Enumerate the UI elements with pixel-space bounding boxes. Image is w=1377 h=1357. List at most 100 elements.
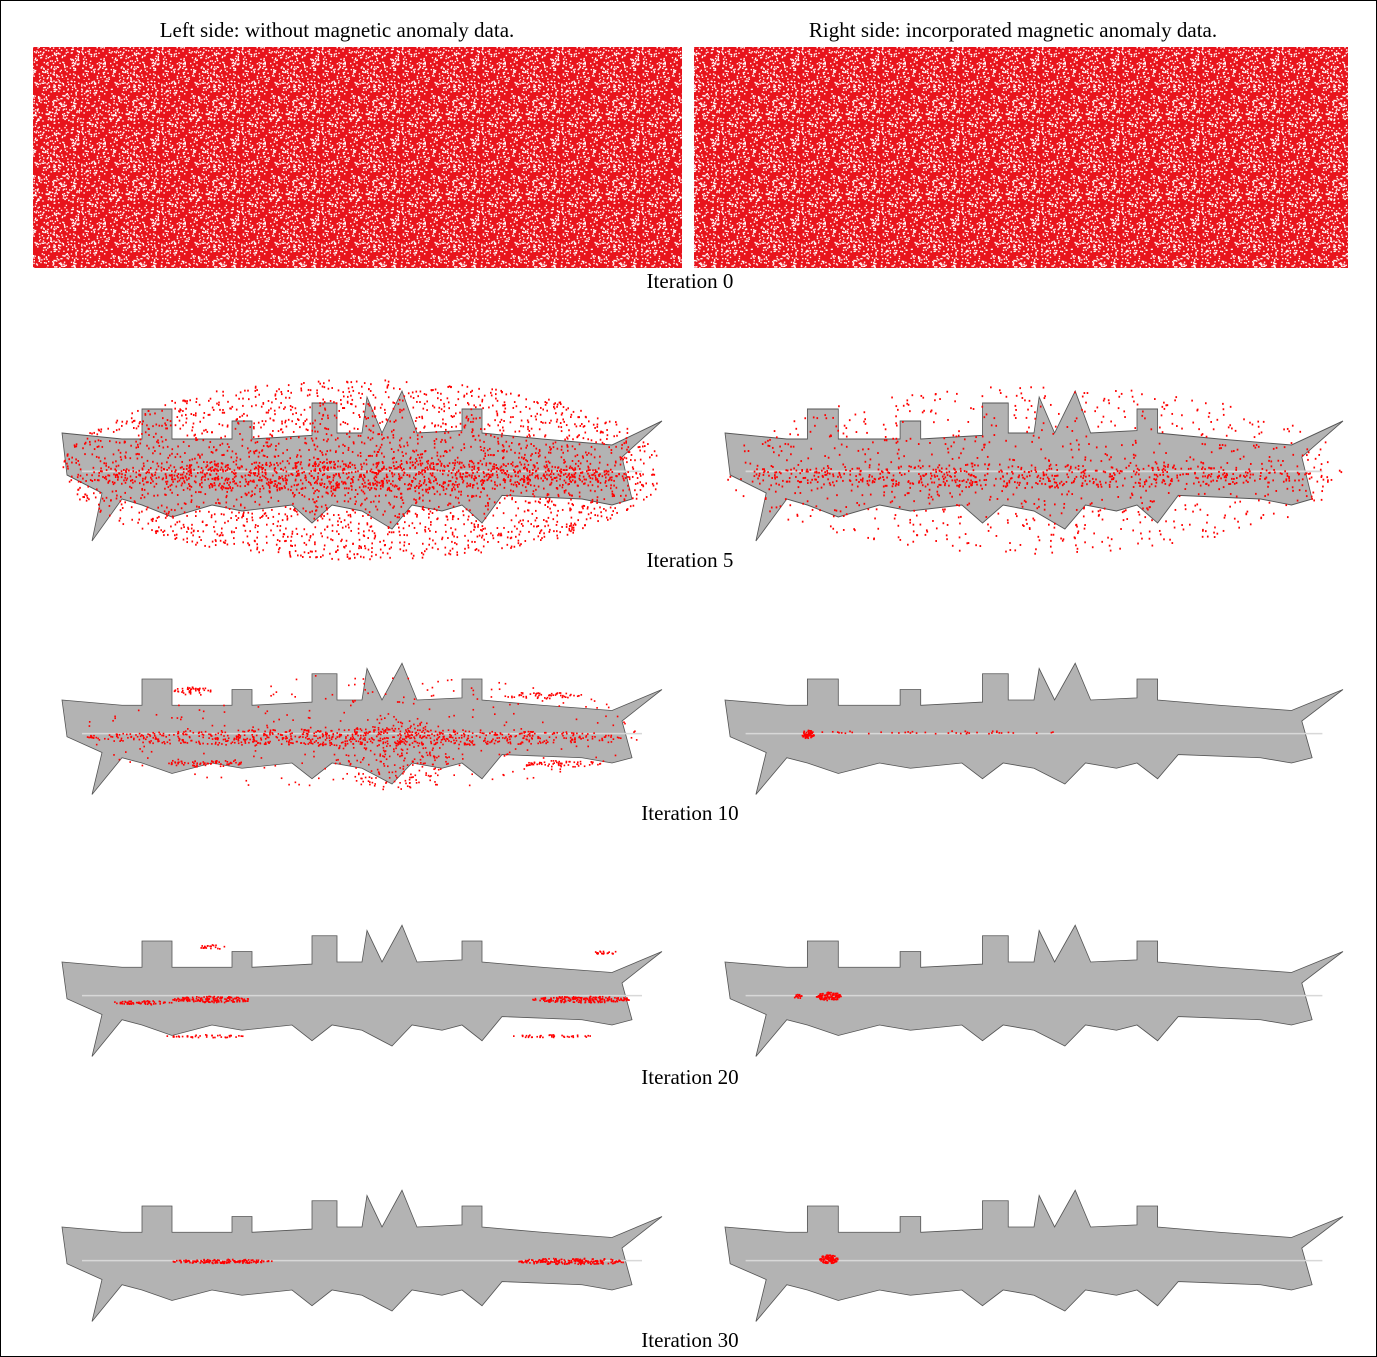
particle xyxy=(256,537,258,539)
particle xyxy=(535,510,537,512)
particle xyxy=(802,521,804,523)
particle xyxy=(277,539,279,541)
particle xyxy=(602,475,604,477)
particle xyxy=(1233,450,1235,452)
particle xyxy=(109,505,111,507)
particle xyxy=(1085,402,1087,404)
particle xyxy=(571,529,573,531)
particle xyxy=(495,398,497,400)
particle xyxy=(284,487,286,489)
particle xyxy=(203,439,205,441)
particle xyxy=(86,500,88,502)
particle xyxy=(441,463,443,465)
particle xyxy=(478,388,480,390)
particle xyxy=(1051,534,1053,536)
particle xyxy=(586,518,588,520)
particle xyxy=(588,420,590,422)
particle xyxy=(248,452,250,454)
particle xyxy=(834,447,836,449)
particle xyxy=(151,529,153,531)
particle xyxy=(1292,490,1294,492)
particle xyxy=(151,478,153,480)
particle xyxy=(338,410,340,412)
particle xyxy=(549,529,551,531)
particle xyxy=(354,464,356,466)
particle xyxy=(464,447,466,449)
particle xyxy=(508,531,510,533)
particle xyxy=(579,511,581,513)
particle xyxy=(973,408,975,410)
particle xyxy=(1176,425,1178,427)
particle xyxy=(475,439,477,441)
particle xyxy=(554,466,556,468)
particle xyxy=(339,517,341,519)
particle xyxy=(414,451,416,453)
particle xyxy=(865,461,867,463)
particle xyxy=(123,479,125,481)
particle xyxy=(277,464,279,466)
particle xyxy=(249,530,251,532)
particle xyxy=(225,465,227,467)
particle xyxy=(1228,426,1230,428)
particle xyxy=(548,517,550,519)
particle xyxy=(919,460,921,462)
particle xyxy=(497,476,499,478)
particle xyxy=(126,423,128,425)
particle xyxy=(161,470,163,472)
particle xyxy=(542,409,544,411)
particle xyxy=(491,480,493,482)
particle xyxy=(287,536,289,538)
particle xyxy=(630,459,632,461)
particle xyxy=(403,408,405,410)
particle xyxy=(549,446,551,448)
particle xyxy=(222,469,224,471)
particle xyxy=(248,474,250,476)
particle xyxy=(1307,459,1309,461)
particle xyxy=(344,487,346,489)
particle xyxy=(241,465,243,467)
particle xyxy=(557,521,559,523)
particle xyxy=(218,402,220,404)
particle xyxy=(479,496,481,498)
particle xyxy=(121,503,123,505)
particle xyxy=(177,494,179,496)
particle xyxy=(451,541,453,543)
particle xyxy=(233,461,235,463)
particle xyxy=(324,427,326,429)
particle xyxy=(372,482,374,484)
particle xyxy=(1119,548,1121,550)
particle xyxy=(527,428,529,430)
particle xyxy=(545,434,547,436)
particle xyxy=(135,471,137,473)
particle xyxy=(1005,551,1007,553)
particle xyxy=(268,501,270,503)
particle xyxy=(147,506,149,508)
particle xyxy=(579,475,581,477)
particle xyxy=(320,461,322,463)
particle xyxy=(527,460,529,462)
particle xyxy=(787,443,789,445)
particle xyxy=(210,398,212,400)
particle xyxy=(222,412,224,414)
particle xyxy=(347,554,349,556)
particle xyxy=(1071,493,1073,495)
particle xyxy=(1327,481,1329,483)
particle xyxy=(125,482,127,484)
particle xyxy=(1223,486,1225,488)
particle xyxy=(186,541,188,543)
particle xyxy=(285,420,287,422)
particle xyxy=(137,410,139,412)
particle xyxy=(475,418,477,420)
particle xyxy=(305,475,307,477)
particle xyxy=(445,547,447,549)
particle xyxy=(549,531,551,533)
particle xyxy=(484,428,486,430)
particle xyxy=(186,418,188,420)
particle xyxy=(950,445,952,447)
particle xyxy=(1238,527,1240,529)
particle xyxy=(343,395,345,397)
particle xyxy=(255,487,257,489)
particle xyxy=(286,479,288,481)
particle xyxy=(578,460,580,462)
particle xyxy=(545,404,547,406)
